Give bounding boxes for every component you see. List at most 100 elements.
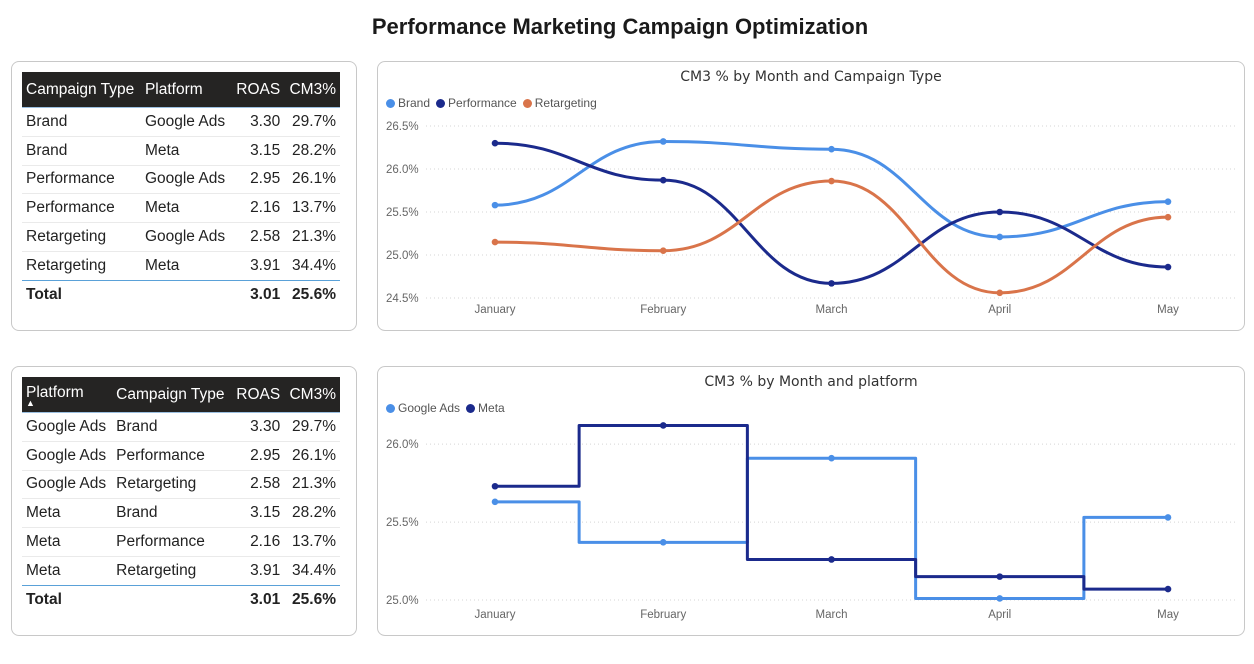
- cell-roas: 2.58: [231, 223, 284, 252]
- cell-roas: 2.16: [231, 528, 284, 557]
- col-header-campaign-type[interactable]: Campaign Type: [112, 377, 231, 413]
- cell-platform: Google Ads: [141, 223, 231, 252]
- data-point-meta: [996, 573, 1003, 580]
- cell-campaign-type: Retargeting: [22, 223, 141, 252]
- data-point-performance: [1165, 264, 1172, 271]
- table-row: Meta Brand 3.15 28.2%: [22, 499, 340, 528]
- table-total-row: Total 3.01 25.6%: [22, 585, 340, 614]
- data-point-performance: [828, 280, 835, 287]
- x-tick-label: May: [1157, 609, 1179, 621]
- data-point-google-ads: [996, 595, 1003, 602]
- col-header-platform[interactable]: Platform ▲: [22, 377, 112, 413]
- x-tick-label: January: [475, 304, 516, 316]
- col-header-cm3[interactable]: CM3%: [284, 377, 340, 413]
- cell-cm3: 26.1%: [284, 441, 340, 470]
- y-tick-label: 26.0%: [386, 439, 419, 451]
- series-line-retargeting: [495, 181, 1168, 293]
- data-point-retargeting: [1165, 214, 1172, 221]
- cell-campaign-type: Retargeting: [112, 470, 231, 499]
- x-tick-label: March: [816, 304, 848, 316]
- col-header-roas[interactable]: ROAS: [231, 377, 284, 413]
- y-tick-label: 26.0%: [386, 164, 419, 176]
- table-row: Google Ads Brand 3.30 29.7%: [22, 413, 340, 442]
- cell-roas: 3.15: [231, 136, 284, 165]
- table-row: Google Ads Retargeting 2.58 21.3%: [22, 470, 340, 499]
- data-point-retargeting: [660, 247, 667, 254]
- table-row: Brand Google Ads 3.30 29.7%: [22, 108, 340, 137]
- total-cm3: 25.6%: [284, 585, 340, 614]
- cell-cm3: 34.4%: [284, 556, 340, 585]
- y-tick-label: 25.0%: [386, 595, 419, 607]
- cell-cm3: 28.2%: [284, 499, 340, 528]
- page-title: Performance Marketing Campaign Optimizat…: [0, 14, 1240, 40]
- campaign-table[interactable]: Campaign Type Platform ROAS CM3% Brand Go…: [22, 72, 340, 309]
- cell-cm3: 29.7%: [284, 413, 340, 442]
- x-tick-label: May: [1157, 304, 1179, 316]
- cell-campaign-type: Brand: [112, 413, 231, 442]
- cell-roas: 3.30: [231, 108, 284, 137]
- cell-cm3: 28.2%: [284, 136, 340, 165]
- platform-chart-card: CM3 % by Month and platform Google Ads M…: [377, 366, 1245, 636]
- cell-platform: Meta: [22, 528, 112, 557]
- cell-campaign-type: Performance: [22, 194, 141, 223]
- col-header-campaign-type[interactable]: Campaign Type: [22, 72, 141, 108]
- cell-platform: Meta: [22, 499, 112, 528]
- table-row: Google Ads Performance 2.95 26.1%: [22, 441, 340, 470]
- platform-step-chart[interactable]: 25.0% 25.5% 26.0% January February March April…: [378, 367, 1244, 635]
- cell-campaign-type: Performance: [112, 528, 231, 557]
- data-point-google-ads: [660, 539, 667, 546]
- cell-platform: Meta: [141, 136, 231, 165]
- data-point-brand: [492, 202, 499, 209]
- col-header-roas[interactable]: ROAS: [231, 72, 284, 108]
- platform-table-card: Platform ▲ Campaign Type ROAS CM3% Google…: [11, 366, 357, 636]
- cell-campaign-type: Brand: [22, 108, 141, 137]
- data-point-google-ads: [1165, 514, 1172, 521]
- x-tick-label: March: [816, 609, 848, 621]
- x-tick-label: February: [640, 609, 686, 621]
- total-label: Total: [22, 280, 141, 309]
- cell-cm3: 34.4%: [284, 251, 340, 280]
- y-tick-label: 25.0%: [386, 250, 419, 262]
- campaign-table-card: Campaign Type Platform ROAS CM3% Brand Go…: [11, 61, 357, 331]
- cell-cm3: 13.7%: [284, 194, 340, 223]
- data-point-performance: [996, 209, 1003, 216]
- data-point-brand: [1165, 198, 1172, 205]
- cell-cm3: 21.3%: [284, 223, 340, 252]
- col-header-cm3[interactable]: CM3%: [284, 72, 340, 108]
- y-tick-label: 26.5%: [386, 121, 419, 133]
- cell-campaign-type: Performance: [22, 165, 141, 194]
- campaign-type-line-chart[interactable]: 24.5% 25.0% 25.5% 26.0% 26.5% January February…: [378, 62, 1244, 330]
- cell-campaign-type: Retargeting: [112, 556, 231, 585]
- table-header-row: Campaign Type Platform ROAS CM3%: [22, 72, 340, 108]
- col-header-platform[interactable]: Platform: [141, 72, 231, 108]
- cell-roas: 3.30: [231, 413, 284, 442]
- cell-cm3: 29.7%: [284, 108, 340, 137]
- table-row: Performance Meta 2.16 13.7%: [22, 194, 340, 223]
- y-tick-label: 25.5%: [386, 517, 419, 529]
- cell-campaign-type: Brand: [112, 499, 231, 528]
- total-label: Total: [22, 585, 112, 614]
- total-roas: 3.01: [231, 585, 284, 614]
- data-point-meta: [660, 422, 667, 429]
- cell-platform: Google Ads: [22, 470, 112, 499]
- cell-campaign-type: Retargeting: [22, 251, 141, 280]
- total-cm3: 25.6%: [284, 280, 340, 309]
- data-point-google-ads: [828, 455, 835, 462]
- table-row: Brand Meta 3.15 28.2%: [22, 136, 340, 165]
- x-tick-label: February: [640, 304, 686, 316]
- cell-campaign-type: Performance: [112, 441, 231, 470]
- series-line-brand: [495, 141, 1168, 236]
- y-tick-label: 25.5%: [386, 207, 419, 219]
- data-point-retargeting: [828, 178, 835, 185]
- table-row: Retargeting Meta 3.91 34.4%: [22, 251, 340, 280]
- data-point-brand: [996, 234, 1003, 241]
- cell-cm3: 26.1%: [284, 165, 340, 194]
- cell-platform: Google Ads: [22, 441, 112, 470]
- table-row: Meta Performance 2.16 13.7%: [22, 528, 340, 557]
- table-row: Performance Google Ads 2.95 26.1%: [22, 165, 340, 194]
- table-total-row: Total 3.01 25.6%: [22, 280, 340, 309]
- series-line-meta: [495, 425, 1168, 589]
- platform-table[interactable]: Platform ▲ Campaign Type ROAS CM3% Google…: [22, 377, 340, 614]
- cell-platform: Google Ads: [141, 108, 231, 137]
- cell-platform: Meta: [22, 556, 112, 585]
